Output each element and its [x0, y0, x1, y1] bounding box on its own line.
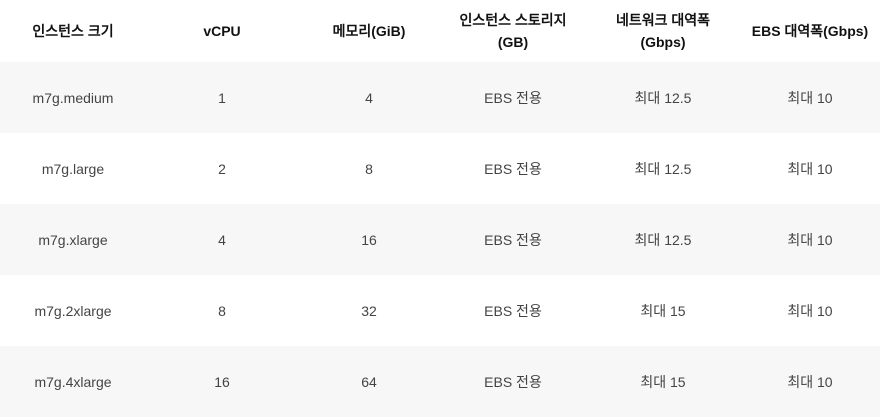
- cell-instance-storage: EBS 전용: [440, 275, 586, 346]
- table-row: m7g.4xlarge 16 64 EBS 전용 최대 15 최대 10: [0, 346, 880, 417]
- cell-memory: 64: [298, 346, 440, 417]
- cell-memory: 4: [298, 62, 440, 133]
- cell-vcpu: 16: [146, 346, 298, 417]
- cell-network-bandwidth: 최대 15: [586, 275, 740, 346]
- cell-ebs-bandwidth: 최대 10: [740, 346, 880, 417]
- header-network-bandwidth: 네트워크 대역폭 (Gbps): [586, 0, 740, 62]
- cell-instance-size: m7g.large: [0, 133, 146, 204]
- cell-instance-storage: EBS 전용: [440, 204, 586, 275]
- header-ebs-bandwidth: EBS 대역폭(Gbps): [740, 0, 880, 62]
- cell-instance-storage: EBS 전용: [440, 346, 586, 417]
- cell-vcpu: 2: [146, 133, 298, 204]
- cell-instance-size: m7g.medium: [0, 62, 146, 133]
- cell-network-bandwidth: 최대 12.5: [586, 133, 740, 204]
- cell-network-bandwidth: 최대 12.5: [586, 62, 740, 133]
- header-memory: 메모리(GiB): [298, 0, 440, 62]
- cell-instance-storage: EBS 전용: [440, 62, 586, 133]
- header-instance-storage: 인스턴스 스토리지 (GB): [440, 0, 586, 62]
- cell-memory: 32: [298, 275, 440, 346]
- cell-memory: 8: [298, 133, 440, 204]
- cell-instance-size: m7g.xlarge: [0, 204, 146, 275]
- header-vcpu: vCPU: [146, 0, 298, 62]
- cell-vcpu: 4: [146, 204, 298, 275]
- header-instance-size: 인스턴스 크기: [0, 0, 146, 62]
- table-row: m7g.xlarge 4 16 EBS 전용 최대 12.5 최대 10: [0, 204, 880, 275]
- header-row: 인스턴스 크기 vCPU 메모리(GiB) 인스턴스 스토리지 (GB) 네트워…: [0, 0, 880, 62]
- cell-network-bandwidth: 최대 15: [586, 346, 740, 417]
- cell-ebs-bandwidth: 최대 10: [740, 62, 880, 133]
- table-row: m7g.2xlarge 8 32 EBS 전용 최대 15 최대 10: [0, 275, 880, 346]
- table-row: m7g.medium 1 4 EBS 전용 최대 12.5 최대 10: [0, 62, 880, 133]
- cell-ebs-bandwidth: 최대 10: [740, 275, 880, 346]
- cell-ebs-bandwidth: 최대 10: [740, 133, 880, 204]
- cell-memory: 16: [298, 204, 440, 275]
- cell-vcpu: 8: [146, 275, 298, 346]
- cell-ebs-bandwidth: 최대 10: [740, 204, 880, 275]
- cell-instance-size: m7g.2xlarge: [0, 275, 146, 346]
- table-row: m7g.large 2 8 EBS 전용 최대 12.5 최대 10: [0, 133, 880, 204]
- cell-instance-size: m7g.4xlarge: [0, 346, 146, 417]
- cell-instance-storage: EBS 전용: [440, 133, 586, 204]
- cell-network-bandwidth: 최대 12.5: [586, 204, 740, 275]
- cell-vcpu: 1: [146, 62, 298, 133]
